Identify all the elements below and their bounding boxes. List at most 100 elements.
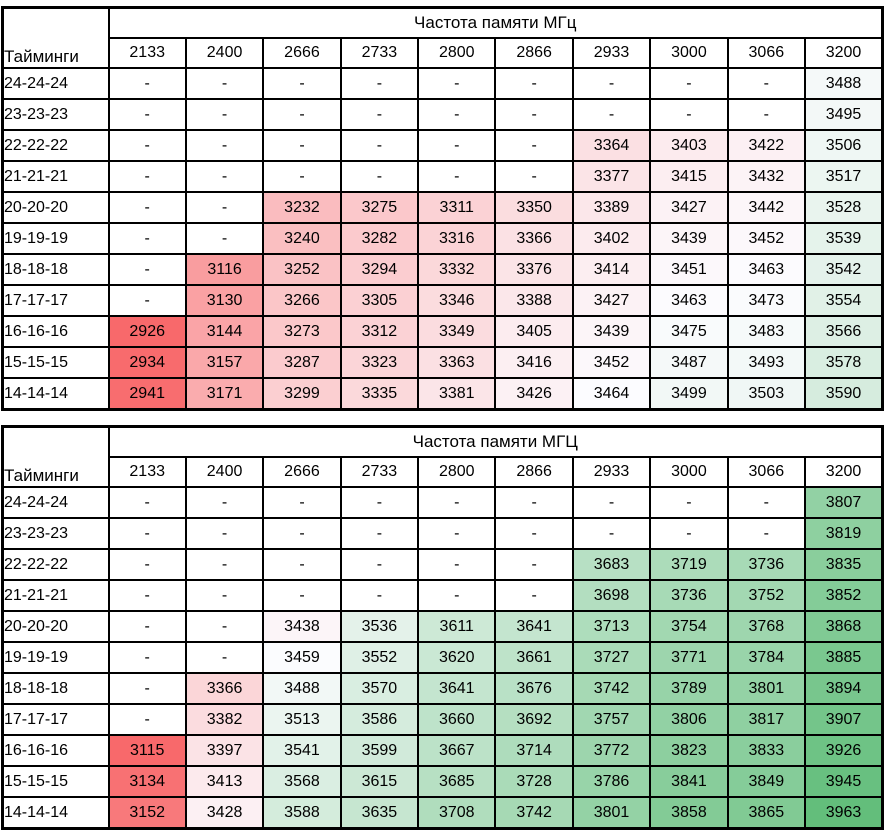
- value-cell: 3771: [649, 641, 729, 674]
- table-title: Частота памяти МГц: [107, 6, 884, 39]
- value-cell: 3852: [804, 579, 884, 612]
- value-cell: 3506: [804, 129, 884, 162]
- empty-cell: -: [417, 579, 497, 612]
- value-cell: 3578: [804, 346, 884, 379]
- empty-cell: -: [184, 129, 265, 162]
- value-cell: 3157: [184, 346, 265, 379]
- freq-column-header: 3000: [649, 456, 729, 488]
- empty-cell: -: [107, 284, 187, 317]
- value-cell: 3728: [494, 765, 574, 798]
- value-cell: 3382: [184, 703, 265, 736]
- value-cell: 3414: [571, 253, 652, 286]
- empty-cell: -: [339, 67, 420, 100]
- value-cell: 3590: [804, 377, 884, 411]
- value-cell: 3685: [417, 765, 497, 798]
- value-cell: 3275: [339, 191, 420, 224]
- value-cell: 3473: [726, 284, 807, 317]
- value-cell: 3335: [339, 377, 420, 411]
- timings-corner-label: Тайминги: [1, 425, 110, 488]
- value-cell: 3349: [417, 315, 497, 348]
- value-cell: 3807: [804, 486, 884, 519]
- empty-cell: -: [339, 129, 420, 162]
- value-cell: 3438: [262, 610, 342, 643]
- value-cell: 3683: [571, 548, 652, 581]
- empty-cell: -: [107, 98, 187, 131]
- empty-cell: -: [262, 98, 342, 131]
- value-cell: 3459: [262, 641, 342, 674]
- empty-cell: -: [262, 160, 342, 193]
- value-cell: 3539: [804, 222, 884, 255]
- freq-column-header: 3200: [804, 456, 884, 488]
- empty-cell: -: [184, 486, 265, 519]
- value-cell: 3907: [804, 703, 884, 736]
- value-cell: 3442: [726, 191, 807, 224]
- timing-row-header: 20-20-20: [1, 610, 110, 643]
- value-cell: 3488: [804, 67, 884, 100]
- table-row: 16-16-16 2926 3144 3273 3312 3349 3405 3439 3475…: [1, 315, 884, 348]
- empty-cell: -: [494, 129, 574, 162]
- value-cell: 3294: [339, 253, 420, 286]
- value-cell: 3754: [649, 610, 729, 643]
- value-cell: 3708: [417, 796, 497, 830]
- table-row: 19-19-19- -3459 3552 3620 3661 3727 3771 3784 38…: [1, 641, 884, 674]
- table-row: 18-18-18-3366 3488 3570 3641 3676 3742 3789 380…: [1, 672, 884, 705]
- value-cell: 3427: [571, 284, 652, 317]
- value-cell: 3273: [262, 315, 342, 348]
- value-cell: 3611: [417, 610, 497, 643]
- value-cell: 3405: [494, 315, 574, 348]
- value-cell: 3841: [649, 765, 729, 798]
- value-cell: 3714: [494, 734, 574, 767]
- empty-cell: -: [339, 548, 420, 581]
- empty-cell: -: [107, 160, 187, 193]
- empty-cell: -: [726, 517, 807, 550]
- value-cell: 3439: [571, 315, 652, 348]
- table-row: 21-21-21- - - - - -3698 3736 3752 3852: [1, 579, 884, 612]
- value-cell: 3488: [262, 672, 342, 705]
- value-cell: 3945: [804, 765, 884, 798]
- value-cell: 3963: [804, 796, 884, 830]
- value-cell: 3736: [649, 579, 729, 612]
- value-cell: 3366: [184, 672, 265, 705]
- empty-cell: -: [107, 129, 187, 162]
- empty-cell: -: [262, 67, 342, 100]
- value-cell: 3894: [804, 672, 884, 705]
- value-cell: 3801: [726, 672, 807, 705]
- table-row: 24-24-24- - - - - - - - -3807: [1, 486, 884, 519]
- value-cell: 3599: [339, 734, 420, 767]
- value-cell: 3346: [417, 284, 497, 317]
- value-cell: 3350: [494, 191, 574, 224]
- table-row: 22-22-22- - - - - -3364 3403 3422 3506: [1, 129, 884, 162]
- empty-cell: -: [649, 517, 729, 550]
- empty-cell: -: [107, 517, 187, 550]
- value-cell: 3588: [262, 796, 342, 830]
- freq-column-header: 2800: [417, 37, 497, 69]
- empty-cell: -: [107, 253, 187, 286]
- value-cell: 3487: [649, 346, 729, 379]
- timing-row-header: 23-23-23: [1, 517, 110, 550]
- value-cell: 3566: [804, 315, 884, 348]
- value-cell: 3416: [494, 346, 574, 379]
- value-cell: 3381: [417, 377, 497, 411]
- value-cell: 3768: [726, 610, 807, 643]
- freq-column-header: 3066: [726, 37, 807, 69]
- value-cell: 3240: [262, 222, 342, 255]
- value-cell: 3432: [726, 160, 807, 193]
- value-cell: 3868: [804, 610, 884, 643]
- value-cell: 3499: [649, 377, 729, 411]
- empty-cell: -: [107, 67, 187, 100]
- empty-cell: -: [184, 548, 265, 581]
- empty-cell: -: [417, 486, 497, 519]
- empty-cell: -: [649, 486, 729, 519]
- value-cell: 3252: [262, 253, 342, 286]
- empty-cell: -: [107, 672, 187, 705]
- empty-cell: -: [494, 579, 574, 612]
- timing-row-header: 14-14-14: [1, 377, 110, 411]
- empty-cell: -: [571, 67, 652, 100]
- table-row: 18-18-18-3116 3252 3294 3332 3376 3414 3451 346…: [1, 253, 884, 286]
- empty-cell: -: [262, 129, 342, 162]
- timing-row-header: 18-18-18: [1, 672, 110, 705]
- value-cell: 3541: [262, 734, 342, 767]
- value-cell: 3568: [262, 765, 342, 798]
- value-cell: 3858: [649, 796, 729, 830]
- value-cell: 3667: [417, 734, 497, 767]
